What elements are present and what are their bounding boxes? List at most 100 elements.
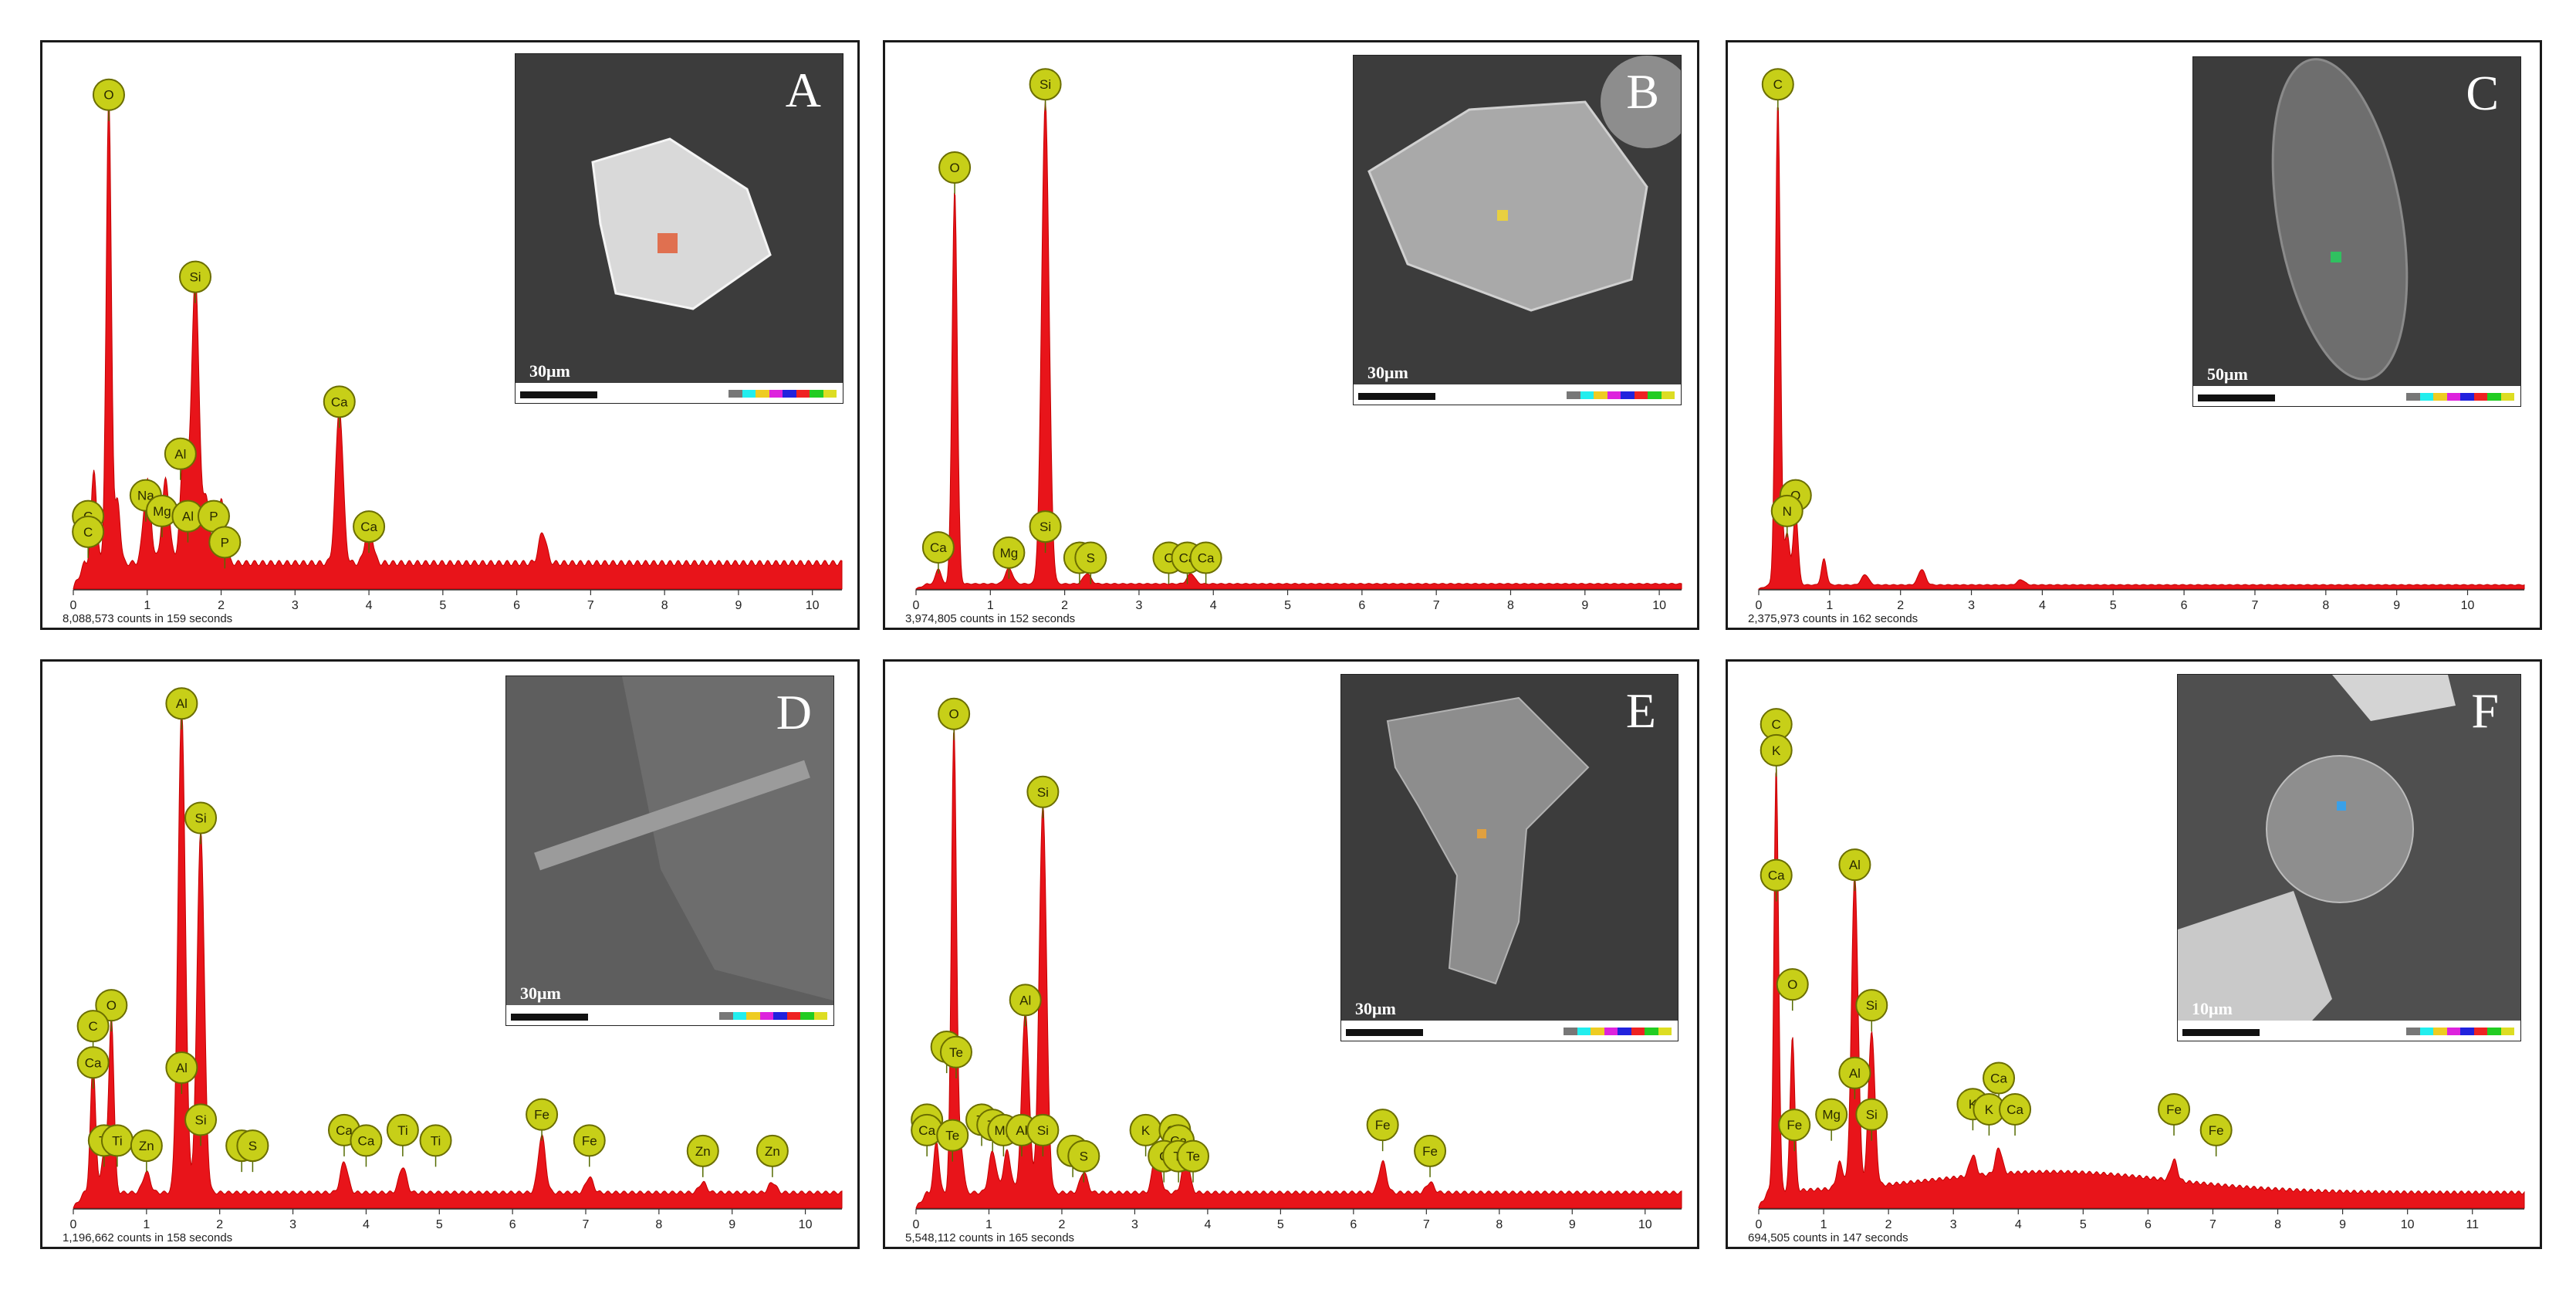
- color-swatch: [1621, 391, 1635, 399]
- svg-text:S: S: [1080, 1149, 1088, 1164]
- x-tick-label: 2: [218, 599, 225, 612]
- eds-panel-D: 012345678910AlSiOCCaAlSiTiTiZnCSCaCaTiTi…: [40, 659, 860, 1249]
- svg-text:Ca: Ca: [85, 1055, 102, 1070]
- x-tick-label: 10: [2461, 599, 2475, 612]
- element-marker-O: O: [95, 989, 128, 1032]
- element-marker-K: K: [1760, 733, 1793, 777]
- svg-text:Si: Si: [1037, 785, 1049, 800]
- x-tick-label: 6: [2145, 1218, 2152, 1231]
- counts-label: 2,375,973 counts in 162 seconds: [1748, 612, 1918, 625]
- panel-letter: D: [776, 685, 812, 740]
- color-swatch: [1607, 391, 1621, 399]
- color-swatch: [2487, 393, 2501, 401]
- svg-text:S: S: [1087, 551, 1095, 566]
- x-tick-label: 6: [513, 599, 520, 612]
- color-legend-strip: [1567, 391, 1675, 399]
- x-tick-label: 5: [436, 1218, 443, 1231]
- color-swatch: [742, 390, 756, 398]
- x-tick-label: 3: [1131, 1218, 1138, 1231]
- x-tick-label: 2: [216, 1218, 223, 1231]
- svg-text:Fe: Fe: [2209, 1123, 2224, 1138]
- element-marker-Ca: Ca: [921, 531, 955, 574]
- color-swatch: [773, 1012, 787, 1020]
- x-tick-label: 1: [1820, 1218, 1827, 1231]
- svg-text:Fe: Fe: [1787, 1118, 1802, 1133]
- svg-text:Zn: Zn: [695, 1144, 711, 1159]
- x-tick-label: 10: [1638, 1218, 1652, 1231]
- element-marker-Fe: Fe: [2158, 1092, 2191, 1136]
- x-tick-label: 6: [2181, 599, 2188, 612]
- svg-text:Si: Si: [189, 270, 201, 285]
- svg-text:O: O: [106, 998, 117, 1013]
- color-swatch: [756, 390, 769, 398]
- color-swatch: [2419, 1028, 2433, 1035]
- svg-text:Na: Na: [137, 489, 154, 503]
- svg-text:Ca: Ca: [336, 1123, 353, 1138]
- x-tick-label: 10: [1652, 599, 1666, 612]
- x-tick-label: 6: [1358, 599, 1365, 612]
- svg-text:Si: Si: [1037, 1123, 1049, 1138]
- element-marker-Zn: Zn: [130, 1129, 163, 1173]
- svg-text:Al: Al: [182, 510, 194, 524]
- scale-bar: [511, 1014, 588, 1021]
- spectrum-area: [73, 96, 843, 590]
- element-marker-Ca: Ca: [1189, 541, 1222, 584]
- svg-text:Si: Si: [1040, 77, 1051, 92]
- svg-text:Si: Si: [1866, 1108, 1878, 1122]
- element-marker-Si: Si: [184, 1103, 218, 1146]
- element-marker-Zn: Zn: [686, 1134, 719, 1177]
- element-marker-Fe: Fe: [2199, 1113, 2233, 1156]
- svg-text:Fe: Fe: [582, 1133, 597, 1148]
- color-swatch: [2406, 393, 2420, 401]
- element-marker-Si: Si: [1029, 510, 1062, 554]
- color-swatch: [2433, 393, 2447, 401]
- svg-text:O: O: [1787, 977, 1797, 992]
- element-marker-O: O: [938, 151, 972, 195]
- svg-text:Ca: Ca: [331, 394, 348, 409]
- color-swatch: [2473, 1028, 2487, 1035]
- element-marker-Al: Al: [164, 437, 197, 480]
- svg-text:Mg: Mg: [153, 504, 171, 519]
- spectrum-plot: 012345678910AlSiOCCaAlSiTiTiZnCSCaCaTiTi…: [70, 687, 843, 1231]
- x-tick-label: 4: [2039, 599, 2046, 612]
- element-marker-Ca: Ca: [1983, 1061, 2016, 1105]
- x-tick-label: 3: [292, 599, 299, 612]
- element-marker-Ca: Ca: [350, 1124, 383, 1167]
- x-tick-label: 0: [1756, 599, 1763, 612]
- counts-label: 3,974,805 counts in 152 seconds: [905, 612, 1076, 625]
- x-tick-label: 10: [2401, 1218, 2415, 1231]
- svg-text:C: C: [1164, 551, 1173, 566]
- svg-text:O: O: [103, 88, 113, 103]
- x-tick-label: 7: [2209, 1218, 2216, 1231]
- element-marker-N: N: [1770, 494, 1804, 537]
- element-marker-Fe: Fe: [1778, 1109, 1811, 1152]
- svg-text:Ti: Ti: [397, 1123, 408, 1138]
- svg-text:Al: Al: [174, 447, 186, 462]
- x-tick-label: 1: [1826, 599, 1833, 612]
- element-marker-Si: Si: [179, 260, 212, 303]
- x-tick-label: 2: [1885, 1218, 1892, 1231]
- sem-micrograph-inset: D 30μm: [505, 675, 834, 1026]
- svg-text:O: O: [949, 161, 959, 175]
- svg-text:Al: Al: [1019, 993, 1031, 1007]
- svg-text:Al: Al: [1849, 858, 1861, 872]
- x-tick-label: 10: [799, 1218, 813, 1231]
- scale-bar: [2182, 1029, 2260, 1036]
- color-swatch: [800, 1012, 814, 1020]
- element-marker-C: C: [1761, 68, 1794, 111]
- svg-text:C: C: [88, 1019, 97, 1034]
- color-swatch: [1577, 1028, 1591, 1035]
- sem-micrograph-inset: A 30μm: [515, 53, 843, 404]
- color-swatch: [2460, 393, 2474, 401]
- svg-text:S: S: [248, 1139, 257, 1153]
- element-marker-Ti: Ti: [386, 1113, 419, 1156]
- element-marker-Te: Te: [939, 1035, 972, 1078]
- x-tick-label: 6: [1350, 1218, 1357, 1231]
- element-marker-Si: Si: [1855, 989, 1888, 1032]
- element-marker-Al: Al: [165, 1051, 198, 1095]
- svg-text:Al: Al: [176, 1061, 188, 1075]
- svg-text:Mg: Mg: [1000, 546, 1019, 560]
- counts-label: 1,196,662 counts in 158 seconds: [63, 1231, 233, 1244]
- element-marker-Fe: Fe: [1414, 1134, 1447, 1177]
